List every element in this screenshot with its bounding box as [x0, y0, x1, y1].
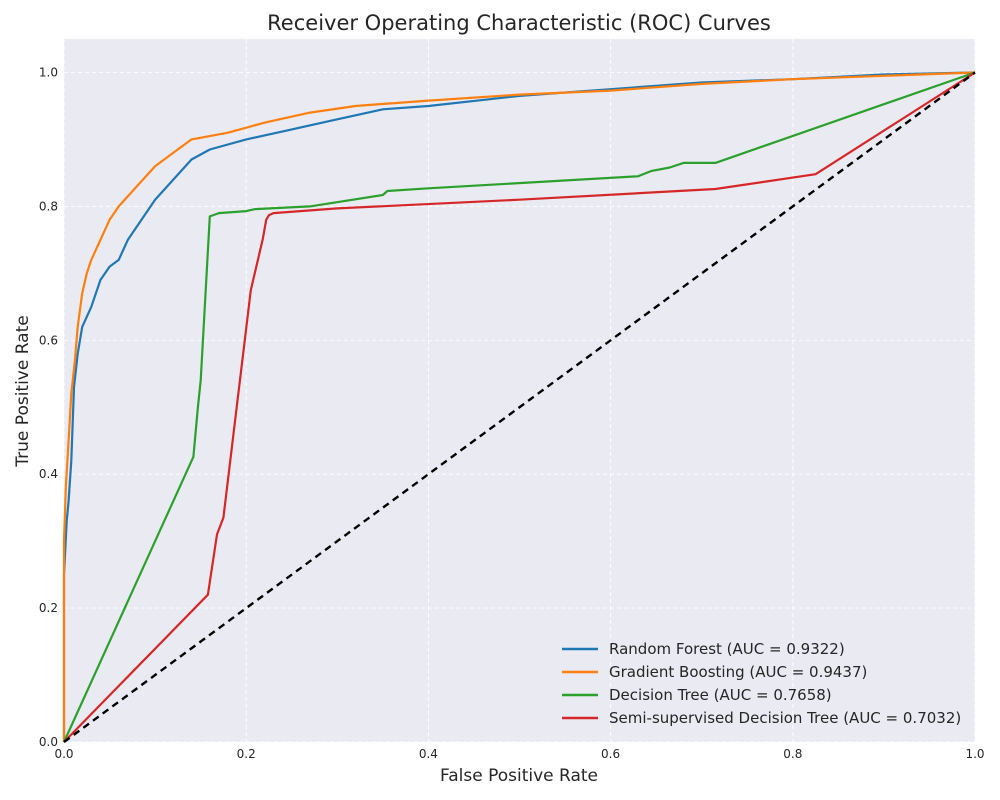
x-tick-label: 0.8 [783, 747, 802, 761]
y-axis-label: True Positive Rate [13, 315, 33, 467]
chance-diagonal-line [63, 71, 976, 743]
legend-label: Semi-supervised Decision Tree (AUC = 0.7… [609, 709, 961, 727]
y-tick-label: 0.8 [39, 199, 58, 213]
y-tick-label: 0.6 [39, 333, 58, 347]
legend-label: Random Forest (AUC = 0.9322) [609, 640, 845, 658]
x-tick-label: 0.2 [237, 747, 256, 761]
y-tick-label: 0.0 [39, 735, 58, 749]
legend-item: Decision Tree (AUC = 0.7658) [562, 686, 832, 704]
legend: Random Forest (AUC = 0.9322) Gradient Boo… [562, 640, 961, 727]
chart-title: Receiver Operating Characteristic (ROC) … [267, 11, 771, 35]
series-line-3 [63, 71, 976, 743]
legend-label: Gradient Boosting (AUC = 0.9437) [609, 663, 867, 681]
series-line-2 [62, 71, 976, 743]
y-tick-label: 0.4 [39, 467, 58, 481]
plot-area [64, 39, 975, 742]
y-axis-ticks: 0.0 0.2 0.4 0.6 0.8 1.0 [39, 65, 58, 749]
grid [63, 39, 976, 743]
y-tick-label: 0.2 [39, 601, 58, 615]
x-tick-label: 1.0 [965, 747, 984, 761]
series-layer [62, 71, 976, 743]
legend-item: Random Forest (AUC = 0.9322) [562, 640, 845, 658]
legend-item: Semi-supervised Decision Tree (AUC = 0.7… [562, 709, 961, 727]
legend-label: Decision Tree (AUC = 0.7658) [609, 686, 832, 704]
x-axis-ticks: 0.0 0.2 0.4 0.6 0.8 1.0 [54, 747, 984, 761]
series-line-1 [62, 71, 976, 742]
x-tick-label: 0.0 [54, 747, 73, 761]
x-tick-label: 0.4 [419, 747, 438, 761]
x-axis-label: False Positive Rate [440, 766, 598, 786]
legend-item: Gradient Boosting (AUC = 0.9437) [562, 663, 867, 681]
y-tick-label: 1.0 [39, 65, 58, 79]
x-tick-label: 0.6 [601, 747, 620, 761]
